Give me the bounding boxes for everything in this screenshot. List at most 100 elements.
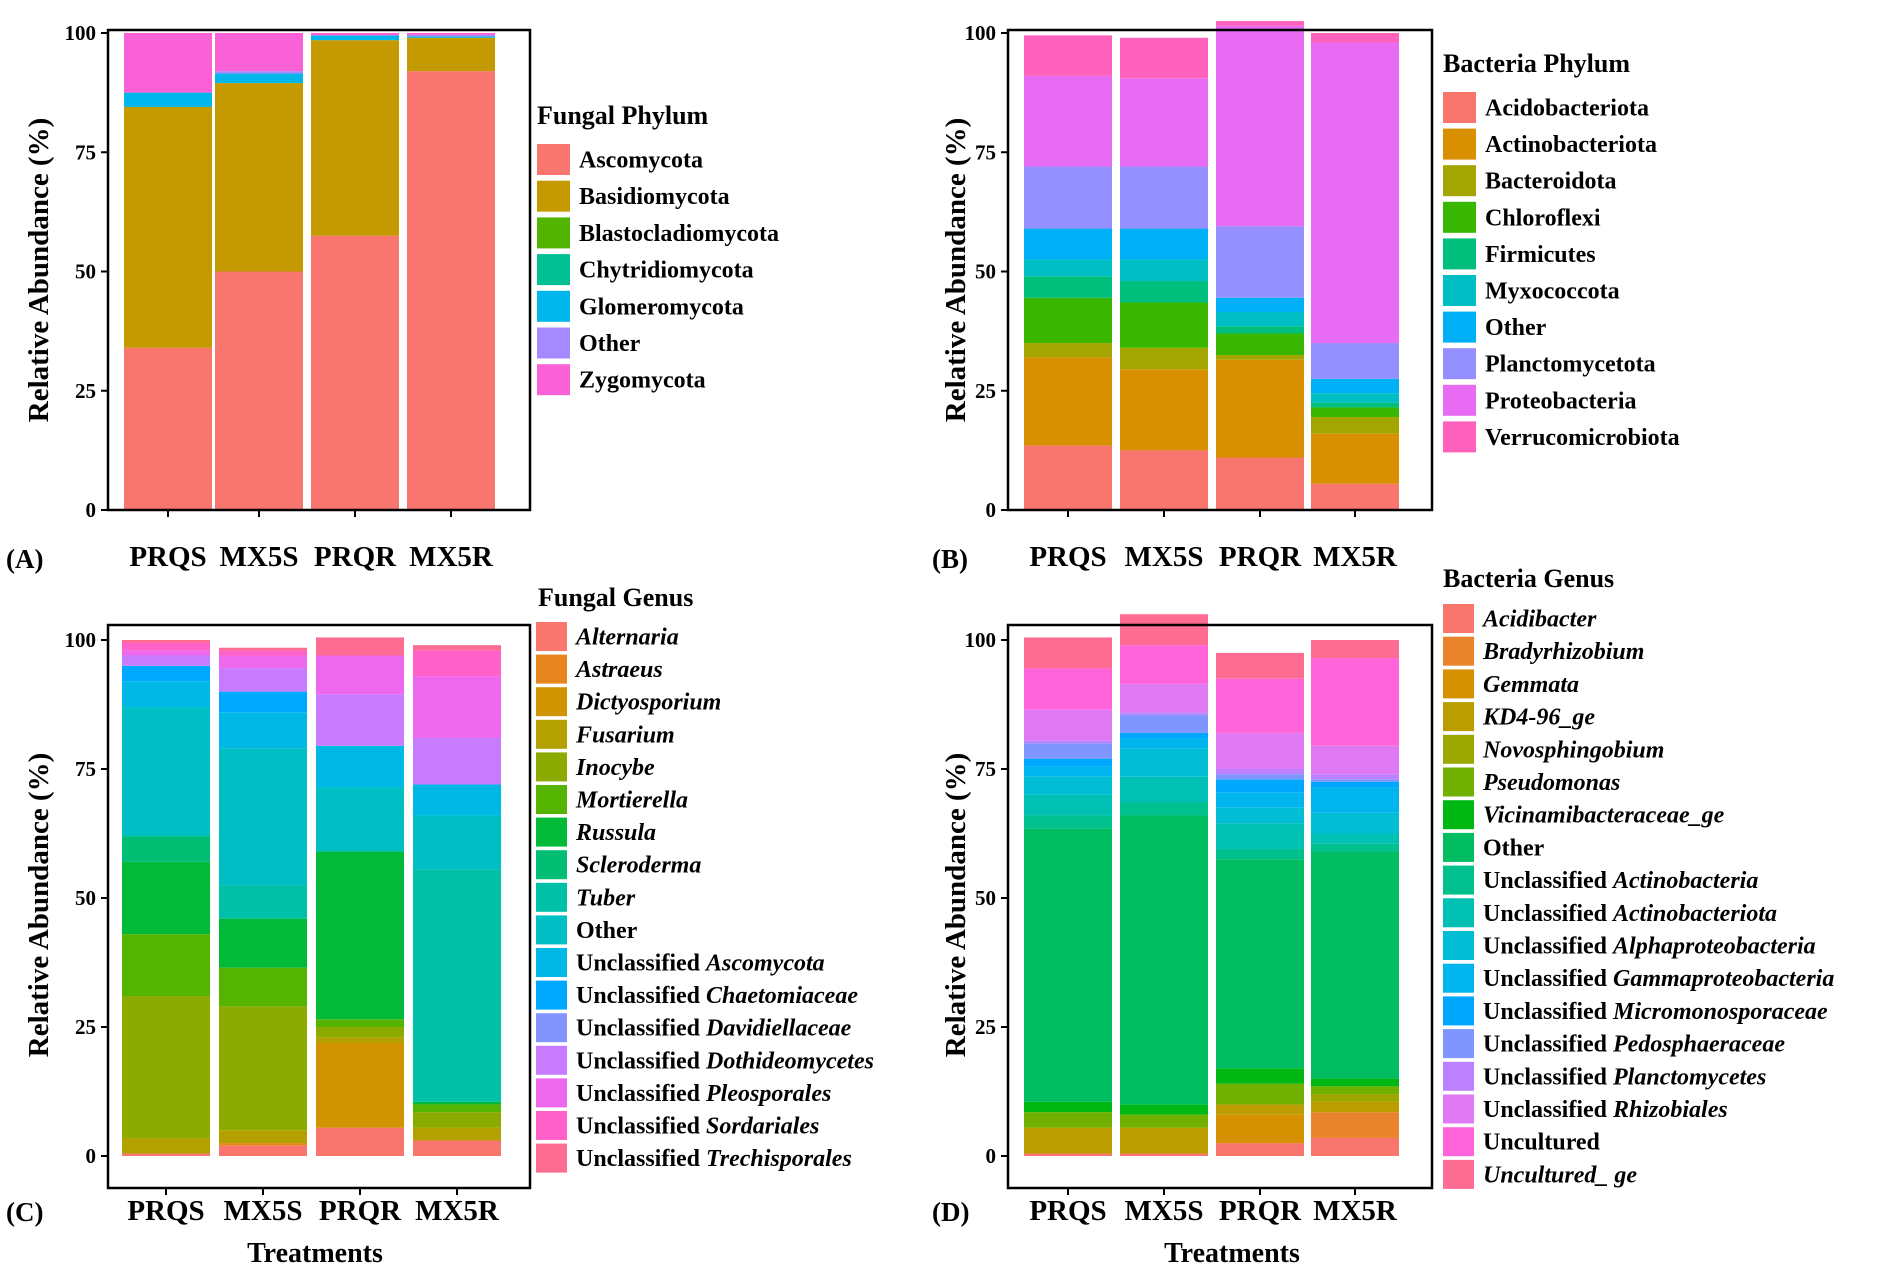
legend-swatch-unclassified-rhizobiales xyxy=(1443,1094,1474,1124)
legend-swatch-unclassified-alphaproteobacteria xyxy=(1443,931,1474,960)
bar-segment-prqs-other xyxy=(1024,828,1112,1102)
x-tick-label-prqr: PRQR xyxy=(319,1195,402,1227)
bar-segment-mx5s-other xyxy=(215,71,303,74)
bar-segment-prqr-unclassified-actinobacteria xyxy=(1216,848,1304,860)
bar-segment-prqr-acidobacteriota xyxy=(1216,457,1304,510)
legend-label-prefix: Unclassified xyxy=(576,951,706,977)
bar-segment-prqs-russula xyxy=(122,861,210,935)
legend-label-inocybe: Inocybe xyxy=(575,755,655,781)
legend-swatch-novosphingobium xyxy=(1443,734,1474,764)
x-axis-title: Treatments xyxy=(247,1238,383,1265)
bar-segment-mx5r-unclassified-actinobacteria xyxy=(1311,843,1399,852)
legend-label-name: Verrucomicrobiota xyxy=(1485,425,1680,451)
bar-segment-prqs-acidibacter xyxy=(1024,1153,1112,1156)
bar-segment-mx5r-pseudomonas xyxy=(1311,1086,1399,1095)
panel-tag: (D) xyxy=(932,1197,969,1227)
legend-label-acidibacter: Acidibacter xyxy=(1481,607,1597,633)
x-tick-label-mx5r: MX5R xyxy=(1313,1195,1398,1227)
legend-swatch-acidibacter xyxy=(1443,604,1474,633)
bar-segment-prqs-alternaria xyxy=(122,1153,210,1156)
legend-swatch-dictyosporium xyxy=(536,687,567,717)
bar-segment-mx5s-acidibacter xyxy=(1120,1153,1208,1156)
legend-swatch-tuber xyxy=(536,882,567,912)
legend-label-unclassified-davidiellaceae: Unclassified Davidiellaceae xyxy=(576,1016,852,1042)
legend-label-unclassified-planctomycetes: Unclassified Planctomycetes xyxy=(1483,1064,1766,1090)
legend-label-vicinamibacteraceae-ge: Vicinamibacteraceae_ge xyxy=(1483,803,1725,829)
legend-title: Fungal Genus xyxy=(538,583,693,612)
bar-segment-prqr-uncultured xyxy=(1216,678,1304,733)
legend-swatch-planctomycetota xyxy=(1443,348,1476,380)
legend-label-prefix: Unclassified xyxy=(576,1016,706,1042)
legend-swatch-unclassified-micromonosporaceae xyxy=(1443,996,1474,1026)
bar-segment-prqr-proteobacteria xyxy=(1216,25,1304,227)
bar-segment-prqs-other xyxy=(1024,228,1112,260)
bar-segment-mx5s-other xyxy=(1120,815,1208,1105)
x-tick-label-prqr: PRQR xyxy=(1219,541,1302,573)
bar-segment-prqs-kd4-96-ge xyxy=(1024,1127,1112,1154)
bar-segment-mx5s-unclassified-micromonosporaceae xyxy=(1120,732,1208,739)
legend-swatch-unclassified-actinobacteriota xyxy=(1443,898,1474,928)
bar-segment-mx5s-inocybe xyxy=(219,1006,307,1131)
legend-label-name: KD4-96_ge xyxy=(1482,705,1595,731)
x-tick-label-prqs: PRQS xyxy=(129,541,206,573)
legend-label-name: Sordariales xyxy=(706,1114,819,1140)
legend-swatch-unclassified-gammaproteobacteria xyxy=(1443,963,1474,993)
bar-segment-mx5s-uncultured xyxy=(1120,645,1208,684)
legend-label-chloroflexi: Chloroflexi xyxy=(1485,205,1601,231)
bar-segment-prqr-bacteroidota xyxy=(1216,354,1304,360)
legend-label-prefix: Unclassified xyxy=(1483,901,1613,927)
legend-label-kd4-96-ge: KD4-96_ge xyxy=(1482,705,1595,731)
legend-label-verrucomicrobiota: Verrucomicrobiota xyxy=(1485,425,1680,451)
legend-label-prefix: Unclassified xyxy=(1483,1064,1613,1090)
bar-segment-mx5r-unclassified-pedosphaeraceae xyxy=(1311,779,1399,782)
bar-segment-mx5r-proteobacteria xyxy=(1311,42,1399,344)
bar-segment-prqs-unclassified-pleosporales xyxy=(122,650,210,656)
bar-segment-mx5r-unclassified-trechisporales xyxy=(413,645,501,651)
legend-swatch-other xyxy=(537,327,570,359)
bar-segment-mx5s-unclassified-actinobacteriota xyxy=(1120,776,1208,803)
legend-label-name: Gemmata xyxy=(1483,672,1579,698)
legend-label-unclassified-dothideomycetes: Unclassified Dothideomycetes xyxy=(576,1048,874,1074)
bar-segment-mx5s-unclassified-actinobacteria xyxy=(1120,802,1208,816)
bar-segment-prqr-unclassified-planctomycetes xyxy=(1216,769,1304,775)
y-axis-title: Relative Abundance (%) xyxy=(940,118,972,423)
bar-segment-mx5s-unclassified-dothideomycetes xyxy=(219,668,307,692)
bar-segment-prqr-actinobacteriota xyxy=(1216,359,1304,458)
bar-segment-mx5s-fusarium xyxy=(219,1130,307,1144)
legend-label-name: Mortierella xyxy=(575,788,688,814)
legend-swatch-unclassified-pleosporales xyxy=(536,1078,567,1108)
legend-label-scleroderma: Scleroderma xyxy=(576,853,701,879)
legend-swatch-ascomycota xyxy=(537,144,570,175)
bar-segment-mx5r-chloroflexi xyxy=(1311,407,1399,417)
y-tick-label: 50 xyxy=(75,260,96,284)
bar-segment-mx5s-unclassified-sordariales xyxy=(219,650,307,656)
y-tick-label: 25 xyxy=(75,379,96,403)
y-tick-label: 75 xyxy=(75,140,96,164)
legend-label-basidiomycota: Basidiomycota xyxy=(579,184,730,210)
bar-segment-mx5r-uncultured xyxy=(1311,658,1399,746)
legend-swatch-glomeromycota xyxy=(537,290,570,322)
legend-label-uncultured: Uncultured xyxy=(1483,1130,1601,1156)
bar-segment-mx5s-myxococcota xyxy=(1120,259,1208,282)
bar-segment-prqr-basidiomycota xyxy=(311,40,399,236)
legend-label-name: Uncultured xyxy=(1483,1130,1601,1156)
bar-segment-mx5s-unclassified-alphaproteobacteria xyxy=(1120,748,1208,777)
legend-label-gemmata: Gemmata xyxy=(1483,672,1579,698)
bar-segment-mx5r-unclassified-gammaproteobacteria xyxy=(1311,787,1399,813)
legend-label-name: Firmicutes xyxy=(1485,242,1596,268)
legend-swatch-unclassified-pedosphaeraceae xyxy=(1443,1029,1474,1059)
bar-segment-mx5r-mortierella xyxy=(413,1104,501,1113)
bar-segment-mx5r-ascomycota xyxy=(407,71,495,510)
legend-label-name: Trechisporales xyxy=(706,1146,852,1172)
bar-segment-mx5r-firmicutes xyxy=(1311,402,1399,408)
x-tick-label-mx5s: MX5S xyxy=(1125,541,1204,573)
legend-label-name: Bacteroidota xyxy=(1485,169,1617,195)
legend-title: Bacteria Genus xyxy=(1443,564,1614,593)
legend-label-name: Other xyxy=(1485,315,1547,341)
legend-label-proteobacteria: Proteobacteria xyxy=(1485,388,1637,414)
y-axis-title: Relative Abundance (%) xyxy=(940,753,972,1058)
bar-segment-prqs-mortierella xyxy=(122,934,210,997)
bar-segment-prqr-mortierella xyxy=(316,1019,404,1027)
legend: Fungal Genus Alternaria Astraeus Dictyospor… xyxy=(536,583,874,1173)
legend-swatch-kd4-96-ge xyxy=(1443,702,1474,732)
